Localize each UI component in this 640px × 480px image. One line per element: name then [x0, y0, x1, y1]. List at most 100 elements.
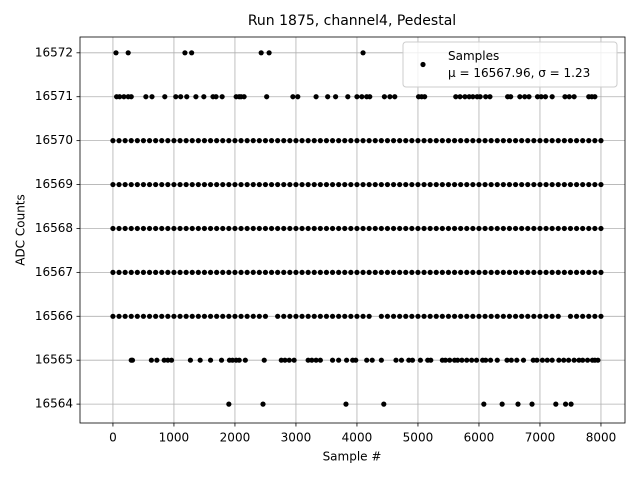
point	[580, 269, 586, 275]
point	[323, 181, 330, 188]
point	[342, 269, 348, 275]
point	[178, 94, 184, 100]
point	[214, 181, 220, 188]
point	[458, 181, 464, 188]
point	[360, 269, 366, 275]
point	[549, 181, 555, 188]
point	[125, 50, 131, 56]
point	[238, 181, 244, 188]
point	[189, 138, 195, 144]
point	[553, 401, 559, 407]
point	[445, 269, 452, 275]
point	[470, 269, 476, 275]
point	[525, 138, 531, 144]
point	[281, 313, 287, 319]
point	[598, 181, 604, 188]
point	[171, 181, 177, 188]
point	[323, 313, 330, 319]
point	[556, 357, 562, 363]
point	[555, 138, 561, 144]
point	[555, 181, 561, 188]
point	[268, 138, 275, 144]
point	[250, 138, 256, 144]
point	[153, 313, 159, 319]
point	[261, 357, 267, 363]
point	[293, 138, 299, 144]
point	[281, 225, 287, 232]
point	[183, 269, 189, 275]
point	[116, 138, 122, 144]
point	[177, 181, 183, 188]
point	[171, 138, 177, 144]
point	[592, 94, 598, 100]
point	[504, 357, 510, 363]
point	[134, 225, 140, 232]
point	[165, 313, 171, 319]
point	[220, 225, 226, 232]
point	[177, 138, 183, 144]
point	[508, 357, 514, 363]
point	[571, 357, 577, 363]
point	[531, 269, 537, 275]
point	[476, 225, 482, 232]
point	[537, 138, 543, 144]
point	[342, 138, 348, 144]
point	[549, 94, 555, 100]
y-tick-label: 16568	[35, 221, 73, 235]
point	[470, 138, 476, 144]
point	[397, 269, 403, 275]
point	[220, 138, 226, 144]
point	[195, 269, 201, 275]
point	[177, 313, 183, 319]
point	[207, 357, 214, 363]
point	[494, 269, 500, 275]
point	[458, 269, 464, 275]
point	[146, 225, 153, 232]
point	[226, 313, 232, 319]
point	[451, 313, 458, 319]
point	[592, 313, 598, 319]
point	[562, 401, 569, 407]
chart-title: Run 1875, channel4, Pedestal	[248, 13, 456, 29]
point	[531, 313, 537, 319]
point	[201, 94, 207, 100]
y-tick-label: 16570	[35, 133, 73, 147]
point	[372, 225, 378, 232]
point	[329, 313, 336, 319]
point	[275, 269, 281, 275]
point	[519, 138, 525, 144]
point	[218, 357, 225, 363]
point	[573, 225, 580, 232]
point	[153, 269, 159, 275]
point	[543, 269, 549, 275]
point	[317, 138, 323, 144]
point	[266, 50, 272, 56]
point	[159, 313, 165, 319]
point	[378, 138, 384, 144]
point	[184, 94, 190, 100]
point	[415, 225, 421, 232]
point	[531, 138, 537, 144]
point	[343, 357, 350, 363]
point	[282, 357, 288, 363]
point	[592, 225, 598, 232]
point	[364, 357, 370, 363]
point	[268, 269, 275, 275]
point	[281, 269, 287, 275]
point	[329, 357, 336, 363]
point	[226, 138, 232, 144]
point	[117, 94, 123, 100]
point	[470, 313, 476, 319]
point	[403, 181, 409, 188]
point	[580, 181, 586, 188]
point	[442, 357, 449, 363]
point	[140, 138, 147, 144]
point	[323, 138, 330, 144]
point	[586, 225, 592, 232]
point	[122, 181, 128, 188]
point	[433, 313, 439, 319]
point	[506, 313, 513, 319]
point	[134, 269, 140, 275]
point	[421, 313, 427, 319]
point	[488, 181, 494, 188]
